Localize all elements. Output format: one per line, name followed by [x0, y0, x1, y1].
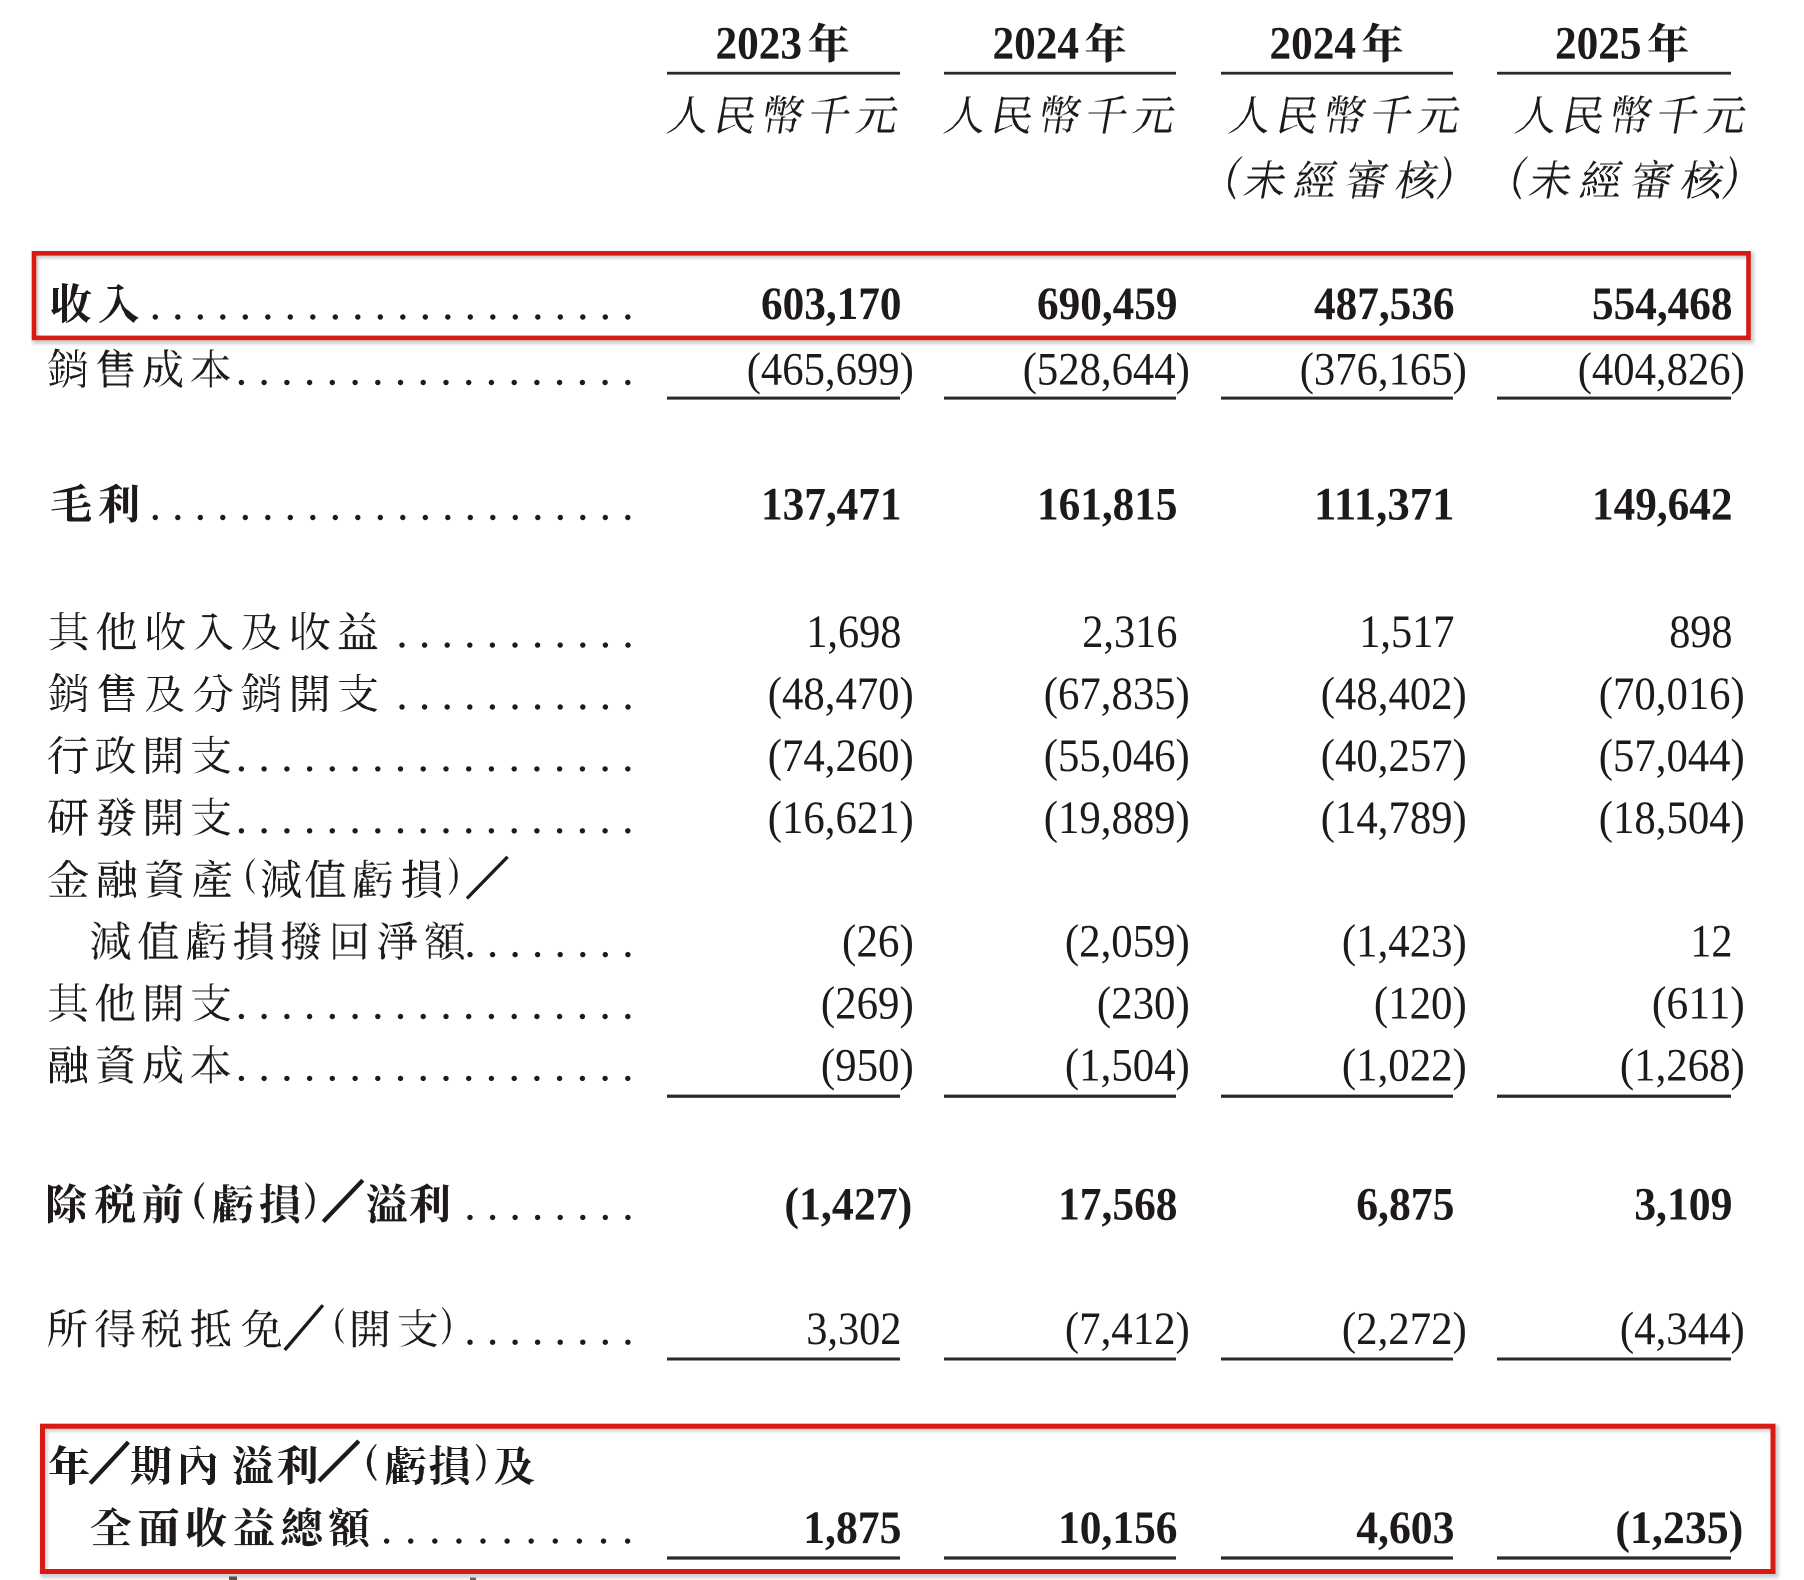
svg-text:1,875: 1,875	[803, 1503, 901, 1554]
svg-text:(74,260): (74,260)	[768, 731, 914, 782]
svg-text:(70,016): (70,016)	[1599, 669, 1745, 720]
svg-text:(67,835): (67,835)	[1044, 669, 1190, 720]
svg-text:(7,412): (7,412)	[1065, 1304, 1190, 1355]
svg-text:3,302: 3,302	[806, 1304, 901, 1355]
svg-text:(2,059): (2,059)	[1065, 917, 1190, 968]
svg-text:603,170: 603,170	[761, 279, 902, 330]
svg-text:161,815: 161,815	[1037, 480, 1178, 531]
svg-text:(4,344): (4,344)	[1620, 1304, 1745, 1355]
svg-text:149,642: 149,642	[1592, 480, 1733, 531]
svg-text:898: 898	[1669, 607, 1732, 658]
svg-text:(16,621): (16,621)	[768, 793, 914, 844]
svg-text:(1,423): (1,423)	[1342, 917, 1467, 968]
svg-text:(19,889): (19,889)	[1044, 793, 1190, 844]
svg-text:111,371: 111,371	[1314, 480, 1455, 531]
svg-text:554,468: 554,468	[1592, 279, 1733, 330]
svg-text:2023: 2023	[716, 19, 803, 70]
svg-text:(950): (950)	[821, 1040, 914, 1091]
svg-text:(48,470): (48,470)	[768, 669, 914, 720]
svg-text:487,536: 487,536	[1314, 279, 1455, 330]
svg-text:(55,046): (55,046)	[1044, 731, 1190, 782]
svg-text:(1,268): (1,268)	[1620, 1040, 1745, 1091]
svg-text:(1,427): (1,427)	[784, 1179, 912, 1230]
svg-text:17,568: 17,568	[1058, 1179, 1177, 1230]
svg-text:(120): (120)	[1374, 979, 1467, 1030]
svg-text:2024: 2024	[993, 19, 1080, 70]
svg-text:4,603: 4,603	[1356, 1503, 1454, 1554]
svg-text:(57,044): (57,044)	[1599, 731, 1745, 782]
svg-text:(269): (269)	[821, 979, 914, 1030]
svg-text:137,471: 137,471	[761, 480, 902, 531]
svg-text:(1,022): (1,022)	[1342, 1040, 1467, 1091]
svg-text:(2,272): (2,272)	[1342, 1304, 1467, 1355]
svg-text:(14,789): (14,789)	[1321, 793, 1467, 844]
svg-text:(611): (611)	[1652, 979, 1745, 1030]
svg-text:(40,257): (40,257)	[1321, 731, 1467, 782]
svg-text:(48,402): (48,402)	[1321, 669, 1467, 720]
svg-text:1,698: 1,698	[806, 607, 901, 658]
svg-text:6,875: 6,875	[1356, 1179, 1454, 1230]
svg-text:(528,644): (528,644)	[1023, 345, 1190, 396]
svg-text:(230): (230)	[1097, 979, 1190, 1030]
svg-text:2024: 2024	[1270, 19, 1357, 70]
svg-text:690,459: 690,459	[1037, 279, 1178, 330]
svg-text:(465,699): (465,699)	[747, 345, 914, 396]
svg-text:(404,826): (404,826)	[1578, 345, 1745, 396]
svg-text:(18,504): (18,504)	[1599, 793, 1745, 844]
svg-text:(1,504): (1,504)	[1065, 1040, 1190, 1091]
svg-text:2,316: 2,316	[1082, 607, 1177, 658]
svg-text:(26): (26)	[842, 917, 914, 968]
svg-text:(1,235): (1,235)	[1615, 1503, 1743, 1554]
svg-text:10,156: 10,156	[1058, 1503, 1177, 1554]
svg-text:(376,165): (376,165)	[1300, 345, 1467, 396]
svg-text:1,517: 1,517	[1359, 607, 1454, 658]
svg-text:2025: 2025	[1555, 19, 1642, 70]
svg-text:12: 12	[1690, 917, 1732, 968]
svg-text:3,109: 3,109	[1634, 1179, 1732, 1230]
